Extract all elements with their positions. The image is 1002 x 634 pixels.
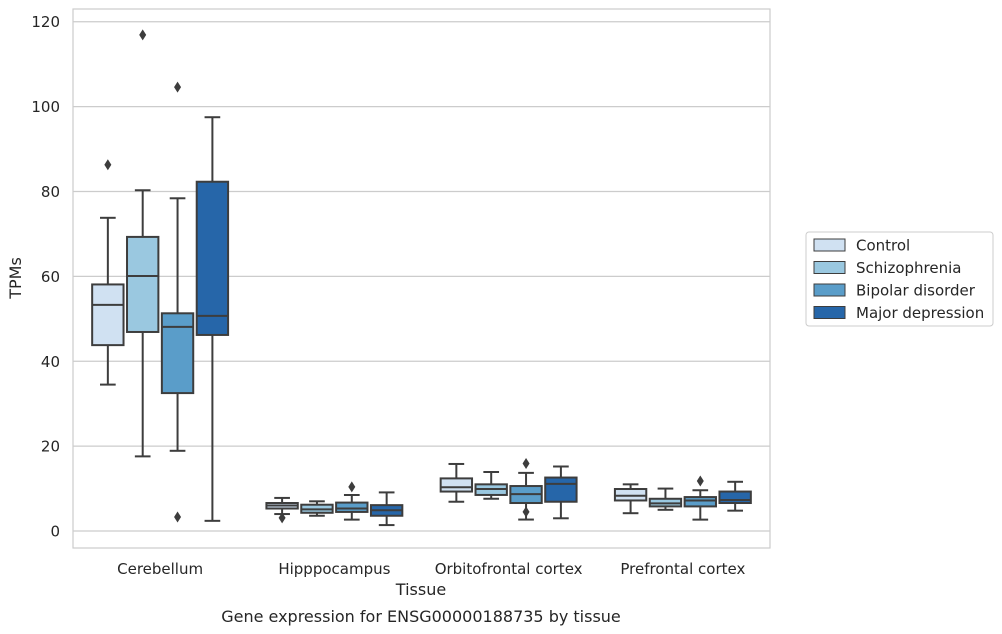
legend-swatch [813,261,846,274]
y-tick-labels: 0 20 40 60 80 100 120 [31,13,60,540]
x-tick-label: Prefrontal cortex [620,560,745,578]
box-plot [126,29,160,458]
outlier-point [522,458,530,470]
box-plot [509,458,543,521]
legend-label: Major depression [856,304,984,322]
legend-label: Control [856,237,910,255]
box-plot [439,462,474,503]
legend-label: Bipolar disorder [856,282,976,300]
box-iqr [335,501,369,513]
y-tick-label: 80 [41,183,60,201]
box-iqr [126,235,160,333]
y-tick-label: 40 [41,353,60,371]
box-plots [91,29,752,527]
box-plot [683,475,717,521]
x-tick-label: Hipppocampus [278,560,390,578]
plot-frame [72,8,771,549]
box-plot [195,116,230,522]
box-plot [300,500,334,517]
chart-caption: Gene expression for ENSG00000188735 by t… [221,607,621,626]
y-axis-label: TPMs [6,257,25,300]
outlier-point [522,506,530,518]
box-iqr [544,476,578,503]
series-control [91,159,648,524]
y-tick-label: 60 [41,268,60,286]
box-iqr [613,488,648,502]
outlier-point [348,481,356,493]
legend-frame [805,231,994,327]
legend-swatch [813,238,846,252]
outlier-point [104,159,112,171]
outlier-point [174,511,182,523]
y-tick-label: 120 [31,13,60,31]
box-plot [613,483,648,515]
legend-label: Schizophrenia [856,259,961,277]
box-plot [474,471,508,500]
box-iqr [91,283,125,347]
legend: Control Schizophrenia Bipolar disorder Majo… [805,231,994,327]
x-tick-labels: Cerebellum Hipppocampus Orbitofrontal cort… [117,560,745,578]
box-plot [544,465,578,520]
box-iqr [160,312,195,395]
box-plot [335,481,369,521]
box-plot [91,159,125,386]
outlier-point [139,29,147,41]
legend-swatch [813,283,846,297]
box-plot [718,480,752,512]
x-axis-label: Tissue [395,580,446,599]
box-iqr [195,180,230,336]
legend-items: Control Schizophrenia Bipolar disorder Majo… [813,237,984,322]
y-tick-label: 20 [41,438,60,456]
outlier-point [278,512,286,524]
y-tick-label: 0 [50,523,60,541]
box-plot [369,491,404,527]
series-bipolar-disorder [160,81,717,523]
legend-swatch [813,306,846,319]
box-plot [265,496,299,524]
box-iqr [439,477,474,493]
outlier-point [696,475,704,487]
box-plot [648,487,683,511]
series-schizophrenia [126,29,683,517]
y-tick-label: 100 [31,98,60,116]
x-tick-label: Cerebellum [117,560,203,578]
box-plot [160,81,195,523]
series-major-depression [195,116,752,527]
outlier-point [174,81,182,93]
x-tick-label: Orbitofrontal cortex [435,560,583,578]
box-iqr [718,490,752,505]
box-iqr [683,496,717,508]
